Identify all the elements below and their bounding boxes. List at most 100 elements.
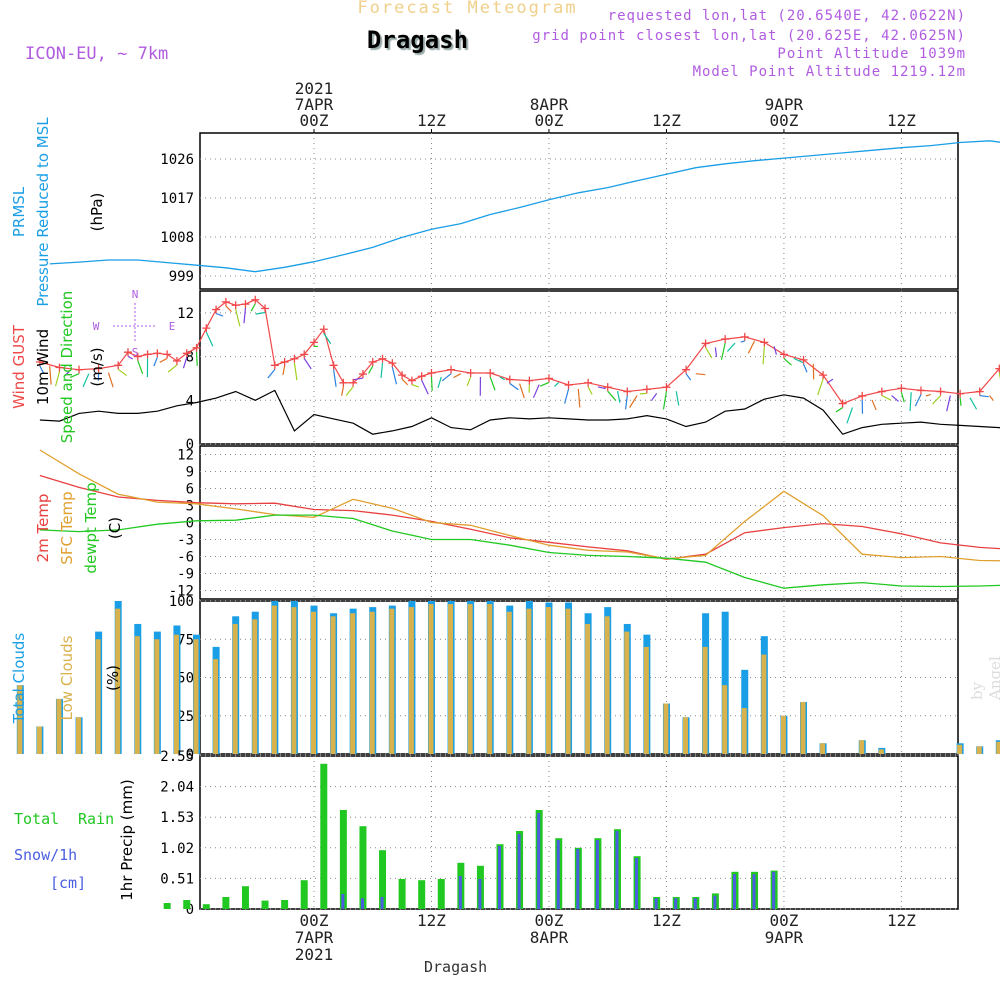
gust-marker — [916, 386, 925, 395]
cloud-low-bar — [957, 744, 963, 754]
cloud-low-bar — [369, 611, 375, 754]
cloud-low-bar — [311, 611, 316, 754]
wind-arrow — [740, 340, 745, 343]
precip-snow-bar — [615, 831, 619, 909]
gust-marker — [368, 358, 377, 367]
cloud-low-bar — [17, 685, 23, 754]
gust-marker — [799, 355, 808, 364]
wind-arrow — [499, 376, 505, 381]
y-tick-label: 0 — [186, 902, 194, 918]
wind-arrow — [624, 395, 628, 410]
wind-arrow — [153, 357, 158, 367]
wind-arrow — [564, 388, 570, 404]
gust-marker — [544, 374, 553, 383]
wind-arrow — [705, 347, 713, 359]
model-altitude: Model Point Altitude 1219.12m — [692, 64, 966, 80]
wind-arrow — [195, 351, 198, 366]
cloud-low-bar — [663, 703, 669, 754]
precip-snow-bar — [752, 874, 756, 909]
gust-marker — [427, 368, 436, 377]
y-tick-label: 4 — [186, 393, 194, 409]
cloud-low-bar — [820, 743, 826, 754]
cloud-low-bar — [213, 659, 219, 754]
cloud-low-bar — [115, 608, 121, 754]
precip-snow-bar — [360, 898, 364, 909]
wind-arrow — [616, 391, 621, 403]
compass-n: N — [132, 288, 139, 301]
bottom-tick-label: 00Z — [769, 911, 798, 930]
wind-arrow — [835, 407, 843, 413]
top-tick-label: 00Z — [535, 111, 564, 130]
gust-marker — [701, 339, 710, 348]
y-tick-label: -9 — [177, 567, 194, 583]
gust-marker — [270, 361, 279, 370]
gust-marker — [280, 358, 289, 367]
precip-rain-bar — [379, 850, 387, 909]
precip-snow-bar — [713, 895, 717, 909]
cloud-low-bar — [643, 646, 649, 754]
wind-arrow — [846, 407, 854, 424]
y-tick-label: 12 — [177, 448, 194, 464]
gust-marker — [310, 338, 318, 347]
gust-marker — [251, 295, 260, 304]
cloud-low-bar — [487, 604, 493, 754]
compass-cross — [113, 303, 157, 343]
wind-arrow — [167, 364, 178, 373]
temp-line-2 — [39, 514, 1000, 589]
cloud-low-bar — [350, 613, 356, 754]
compass-w: W — [93, 320, 100, 333]
gust-marker — [584, 378, 593, 387]
y-tick-label: 1026 — [160, 152, 194, 168]
gust-marker — [936, 387, 945, 396]
wind-arrow — [959, 397, 962, 406]
total-clouds-label: Total Clouds — [10, 633, 28, 725]
gust-marker — [75, 365, 84, 374]
precip-snow-bar — [595, 840, 599, 909]
wind-desc-label: Speed and Direction — [58, 291, 76, 444]
cloud-low-bar — [193, 639, 199, 754]
precip-snow-bar — [478, 879, 482, 909]
wind-arrow — [747, 340, 756, 354]
wind-arrow — [932, 395, 941, 405]
bottom-tick-label: 8APR — [530, 928, 569, 947]
snow-unit-label: [cm] — [50, 874, 86, 892]
gust-marker — [163, 350, 172, 359]
wind-arrow — [117, 368, 128, 377]
bottom-tick-label: 12Z — [652, 911, 681, 930]
wind-arrow — [802, 363, 808, 373]
top-tick-label: 00Z — [300, 111, 329, 130]
gust-marker — [123, 348, 132, 357]
wind-arrow — [353, 377, 364, 381]
gust-marker — [897, 384, 906, 393]
wind-arrow — [629, 395, 638, 408]
y-tick-label: 1008 — [160, 230, 194, 246]
cloud-low-bar — [389, 608, 395, 754]
panel-frame-0 — [199, 132, 959, 290]
gust-marker — [358, 370, 367, 379]
forecast-meteogram-title: Forecast Meteogram — [357, 0, 578, 18]
wind-arrow — [539, 381, 550, 387]
gust-marker — [339, 378, 348, 387]
cloud-low-bar — [780, 715, 786, 754]
wind-arrow — [891, 395, 899, 402]
cloud-low-bar — [154, 639, 160, 754]
precip-snow-bar — [576, 849, 580, 909]
wind-arrow — [107, 372, 114, 388]
pressure-line — [49, 140, 1000, 273]
gust-marker — [114, 361, 123, 370]
wind-arrow — [509, 383, 519, 391]
gust-marker — [35, 358, 44, 367]
bottom-tick-label: 9APR — [765, 928, 804, 947]
wind-arrow — [554, 381, 560, 387]
wind-arrow — [401, 378, 409, 386]
precip-snow-bar — [498, 846, 502, 909]
wind-line — [39, 389, 1000, 435]
wind-arrow — [49, 365, 52, 385]
wind-arrow — [293, 362, 298, 381]
prmsl-label: PRMSL — [10, 186, 28, 237]
gust-marker — [349, 378, 358, 387]
wind-arrow — [127, 355, 133, 360]
cloud-low-bar — [408, 607, 414, 754]
precip-rain-bar — [359, 826, 367, 909]
